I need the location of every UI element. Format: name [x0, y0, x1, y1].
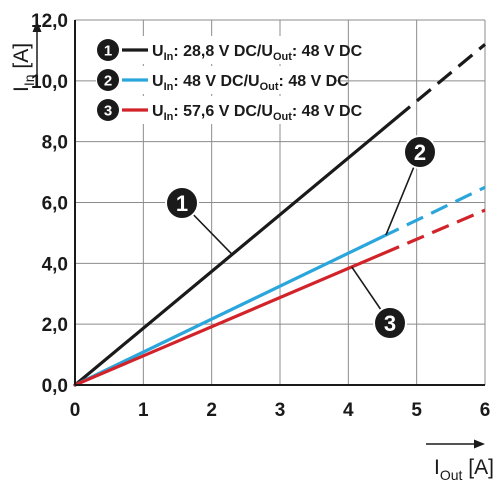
y-tick-label: 4,0 [42, 254, 68, 275]
legend-badge-3 [97, 99, 119, 121]
legend-badge-2 [97, 69, 119, 91]
x-tick-label: 6 [480, 400, 491, 421]
tick-labels: 0 1 2 3 4 5 6 0,0 2,0 4,0 6,0 8,0 10,0 12,0 [31, 11, 490, 421]
legend-badge-1 [97, 39, 119, 61]
y-tick-label: 2,0 [42, 315, 68, 336]
y-tick-label: 12,0 [31, 11, 68, 32]
series-line-3-dashed [381, 208, 486, 256]
legend-badge-label: 3 [104, 103, 112, 120]
y-tick-label: 6,0 [42, 194, 68, 215]
x-tick-label: 4 [343, 400, 354, 421]
series-lines [73, 43, 487, 387]
x-tick-label: 2 [206, 400, 217, 421]
callout-label-2: 2 [414, 140, 426, 165]
legend-entry-2: UIn: 48 V DC/UOut: 48 V DC [152, 73, 349, 93]
callout-badge-1 [165, 186, 199, 220]
legend-entry-1: UIn: 28,8 V DC/UOut: 48 V DC [152, 43, 363, 63]
x-axis-label: IOut [A] [434, 456, 494, 483]
callouts: 1 2 3 [165, 135, 437, 340]
series-line-2 [73, 235, 385, 387]
legend-badge-label: 2 [104, 73, 112, 90]
y-tick-label: 0,0 [42, 376, 68, 397]
x-tick-label: 1 [138, 400, 149, 421]
y-tick-label: 10,0 [31, 72, 68, 93]
legend-entry-3: UIn: 57,6 V DC/UOut: 48 V DC [152, 103, 363, 123]
axes [74, 20, 485, 386]
series-line-3 [73, 252, 385, 387]
y-axis-label: IIn [A] [10, 43, 37, 92]
x-tick-label: 5 [411, 400, 422, 421]
y-tick-label: 8,0 [42, 133, 68, 154]
x-axis-arrowhead [474, 439, 485, 449]
legend: 1 UIn: 28,8 V DC/UOut: 48 V DC 2 UIn: 48 V … [96, 36, 363, 124]
series-line-1 [73, 116, 398, 387]
x-tick-label: 0 [70, 400, 81, 421]
x-tick-label: 3 [275, 400, 286, 421]
legend-badge-label: 1 [104, 43, 112, 60]
series-line-1-dashed [395, 43, 487, 120]
callout-badge-2 [403, 135, 437, 169]
y-axis-arrowhead [32, 21, 42, 32]
callout-badge-3 [373, 306, 407, 340]
series-line-2-dashed [381, 185, 486, 239]
callout-label-3: 3 [384, 311, 396, 336]
callout-label-1: 1 [176, 191, 188, 216]
axis-labels: IOut [A] IIn [A] [10, 21, 494, 483]
